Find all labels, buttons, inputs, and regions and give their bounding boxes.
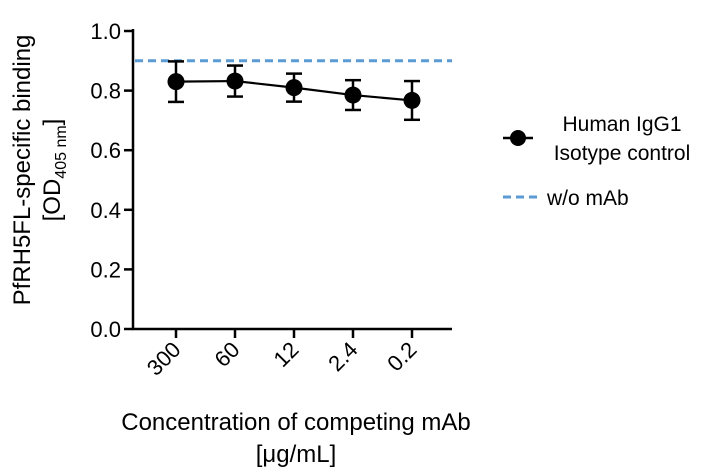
data-point <box>167 73 185 91</box>
y-axis-title-line1: PfRH5FL-specific binding <box>9 35 36 306</box>
x-tick-label: 2.4 <box>323 337 362 376</box>
x-axis-title-line2: [μg/mL] <box>256 441 337 468</box>
legend-series-label-line1: Human IgG1 <box>562 113 681 136</box>
data-point <box>344 86 362 104</box>
axes: 0.0 0.2 0.4 0.6 0.8 1.0 300 60 12 2.4 0.2 <box>90 19 452 380</box>
legend-series-marker <box>510 130 526 146</box>
legend: Human IgG1 Isotype control w/o mAb <box>503 113 690 210</box>
data-point <box>226 72 244 90</box>
legend-series-label-line2: Isotype control <box>554 142 691 165</box>
y-tick-label: 1.0 <box>90 19 121 44</box>
data-point <box>285 79 303 97</box>
x-tick-label: 300 <box>142 337 186 381</box>
plot-area <box>135 59 452 122</box>
y-axis-title-suffix: ] <box>39 119 66 126</box>
y-tick-label: 0.0 <box>90 317 121 342</box>
legend-reference-label: w/o mAb <box>546 187 629 210</box>
x-tick-label: 0.2 <box>382 337 421 376</box>
y-axis-title-prefix: [OD <box>39 179 66 222</box>
data-point <box>403 91 421 109</box>
y-axis-title-subscript: 405 nm <box>53 125 70 178</box>
y-tick-label: 0.8 <box>90 79 121 104</box>
y-tick-label: 0.2 <box>90 257 121 282</box>
y-axis-title-line2: [OD405 nm] <box>39 119 70 222</box>
y-tick-label: 0.6 <box>90 138 121 163</box>
x-axis-title-line1: Concentration of competing mAb <box>121 409 471 436</box>
x-tick-label: 60 <box>210 337 245 372</box>
y-tick-label: 0.4 <box>90 198 121 223</box>
x-tick-label: 12 <box>269 337 304 372</box>
